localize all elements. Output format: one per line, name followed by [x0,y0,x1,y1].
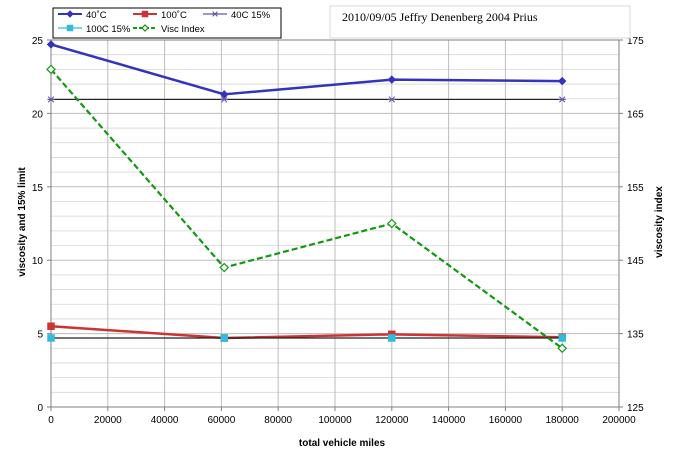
x-axis-title: total vehicle miles [299,438,386,449]
x-tick-label: 140000 [432,415,466,426]
legend-marker-visc-index [141,24,149,32]
point-40c-15 [558,96,566,103]
point-100c-15 [220,334,228,342]
legend-label-visc-index: Visc Index [161,24,205,35]
chart-title: 2010/09/05 Jeffry Denenberg 2004 Prius [342,10,538,24]
legend-marker-40c-15 [212,11,218,17]
y-tick-label: 25 [32,36,44,47]
x-tick-label: 20000 [94,415,122,426]
x-tick-label: 0 [48,415,54,426]
point-100c-15 [388,334,396,342]
point-visc-index [557,343,568,354]
y2-tick-label: 135 [627,330,644,341]
y2-tick-label: 145 [627,256,644,267]
point-40-c [220,90,229,99]
x-tick-label: 60000 [207,415,235,426]
series-lines-layer [50,43,563,350]
y2-axis-title: viscosity index [654,186,665,258]
series-line-visc-index [50,68,563,350]
y-tick-label: 15 [32,183,44,194]
point-40-c [557,76,567,86]
point-visc-index [219,262,230,273]
legend-marker-40-c [66,10,74,18]
grid-layer [47,39,623,411]
x-tick-label: 160000 [489,415,523,426]
point-40-c [46,40,56,49]
x-tick-label: 120000 [375,415,409,426]
x-tick-label: 80000 [264,415,292,426]
series-markers-layer [46,40,568,354]
y2-tick-label: 175 [627,36,644,47]
legend: 40˚C 100˚C 40C 15% 100C 15% Visc Index [52,7,282,39]
point-visc-index [386,218,397,229]
point-40c-15 [388,96,396,103]
y2-tick-label: 155 [627,183,644,194]
legend-label-100-c: 100˚C [161,10,187,21]
y-tick-label: 10 [32,256,44,267]
series-line-100-c [50,325,563,340]
y2-tick-label: 125 [627,403,644,414]
x-tick-label: 40000 [151,415,179,426]
point-40c-15 [220,96,228,103]
legend-label-40-c: 40˚C [86,10,107,21]
point-100c-15 [558,334,566,342]
legend-label-40c-15: 40C 15% [231,10,271,21]
tick-labels-layer: 0 20000 40000 60000 80000 100000 120000 140000 1… [32,36,644,426]
point-visc-index [46,64,56,75]
x-tick-label: 100000 [318,415,352,426]
y-tick-label: 5 [37,330,43,341]
y-tick-label: 0 [37,403,43,414]
title-box: 2010/09/05 Jeffry Denenberg 2004 Prius [329,5,631,39]
legend-marker-100c-15 [66,24,74,32]
legend-marker-100-c [141,10,149,18]
point-100c-15 [47,334,55,342]
legend-box [52,7,282,39]
legend-label-100c-15: 100C 15% [86,24,131,35]
point-40c-15 [47,96,55,103]
y-tick-label: 20 [32,109,44,120]
point-40-c [387,75,397,84]
y-axis-title: viscosity and 15% limit [17,167,28,277]
x-tick-label: 180000 [546,415,580,426]
series-line-40-c [50,43,563,96]
y2-tick-label: 165 [627,109,644,120]
point-100-c [47,322,55,331]
x-tick-label: 200000 [602,415,636,426]
